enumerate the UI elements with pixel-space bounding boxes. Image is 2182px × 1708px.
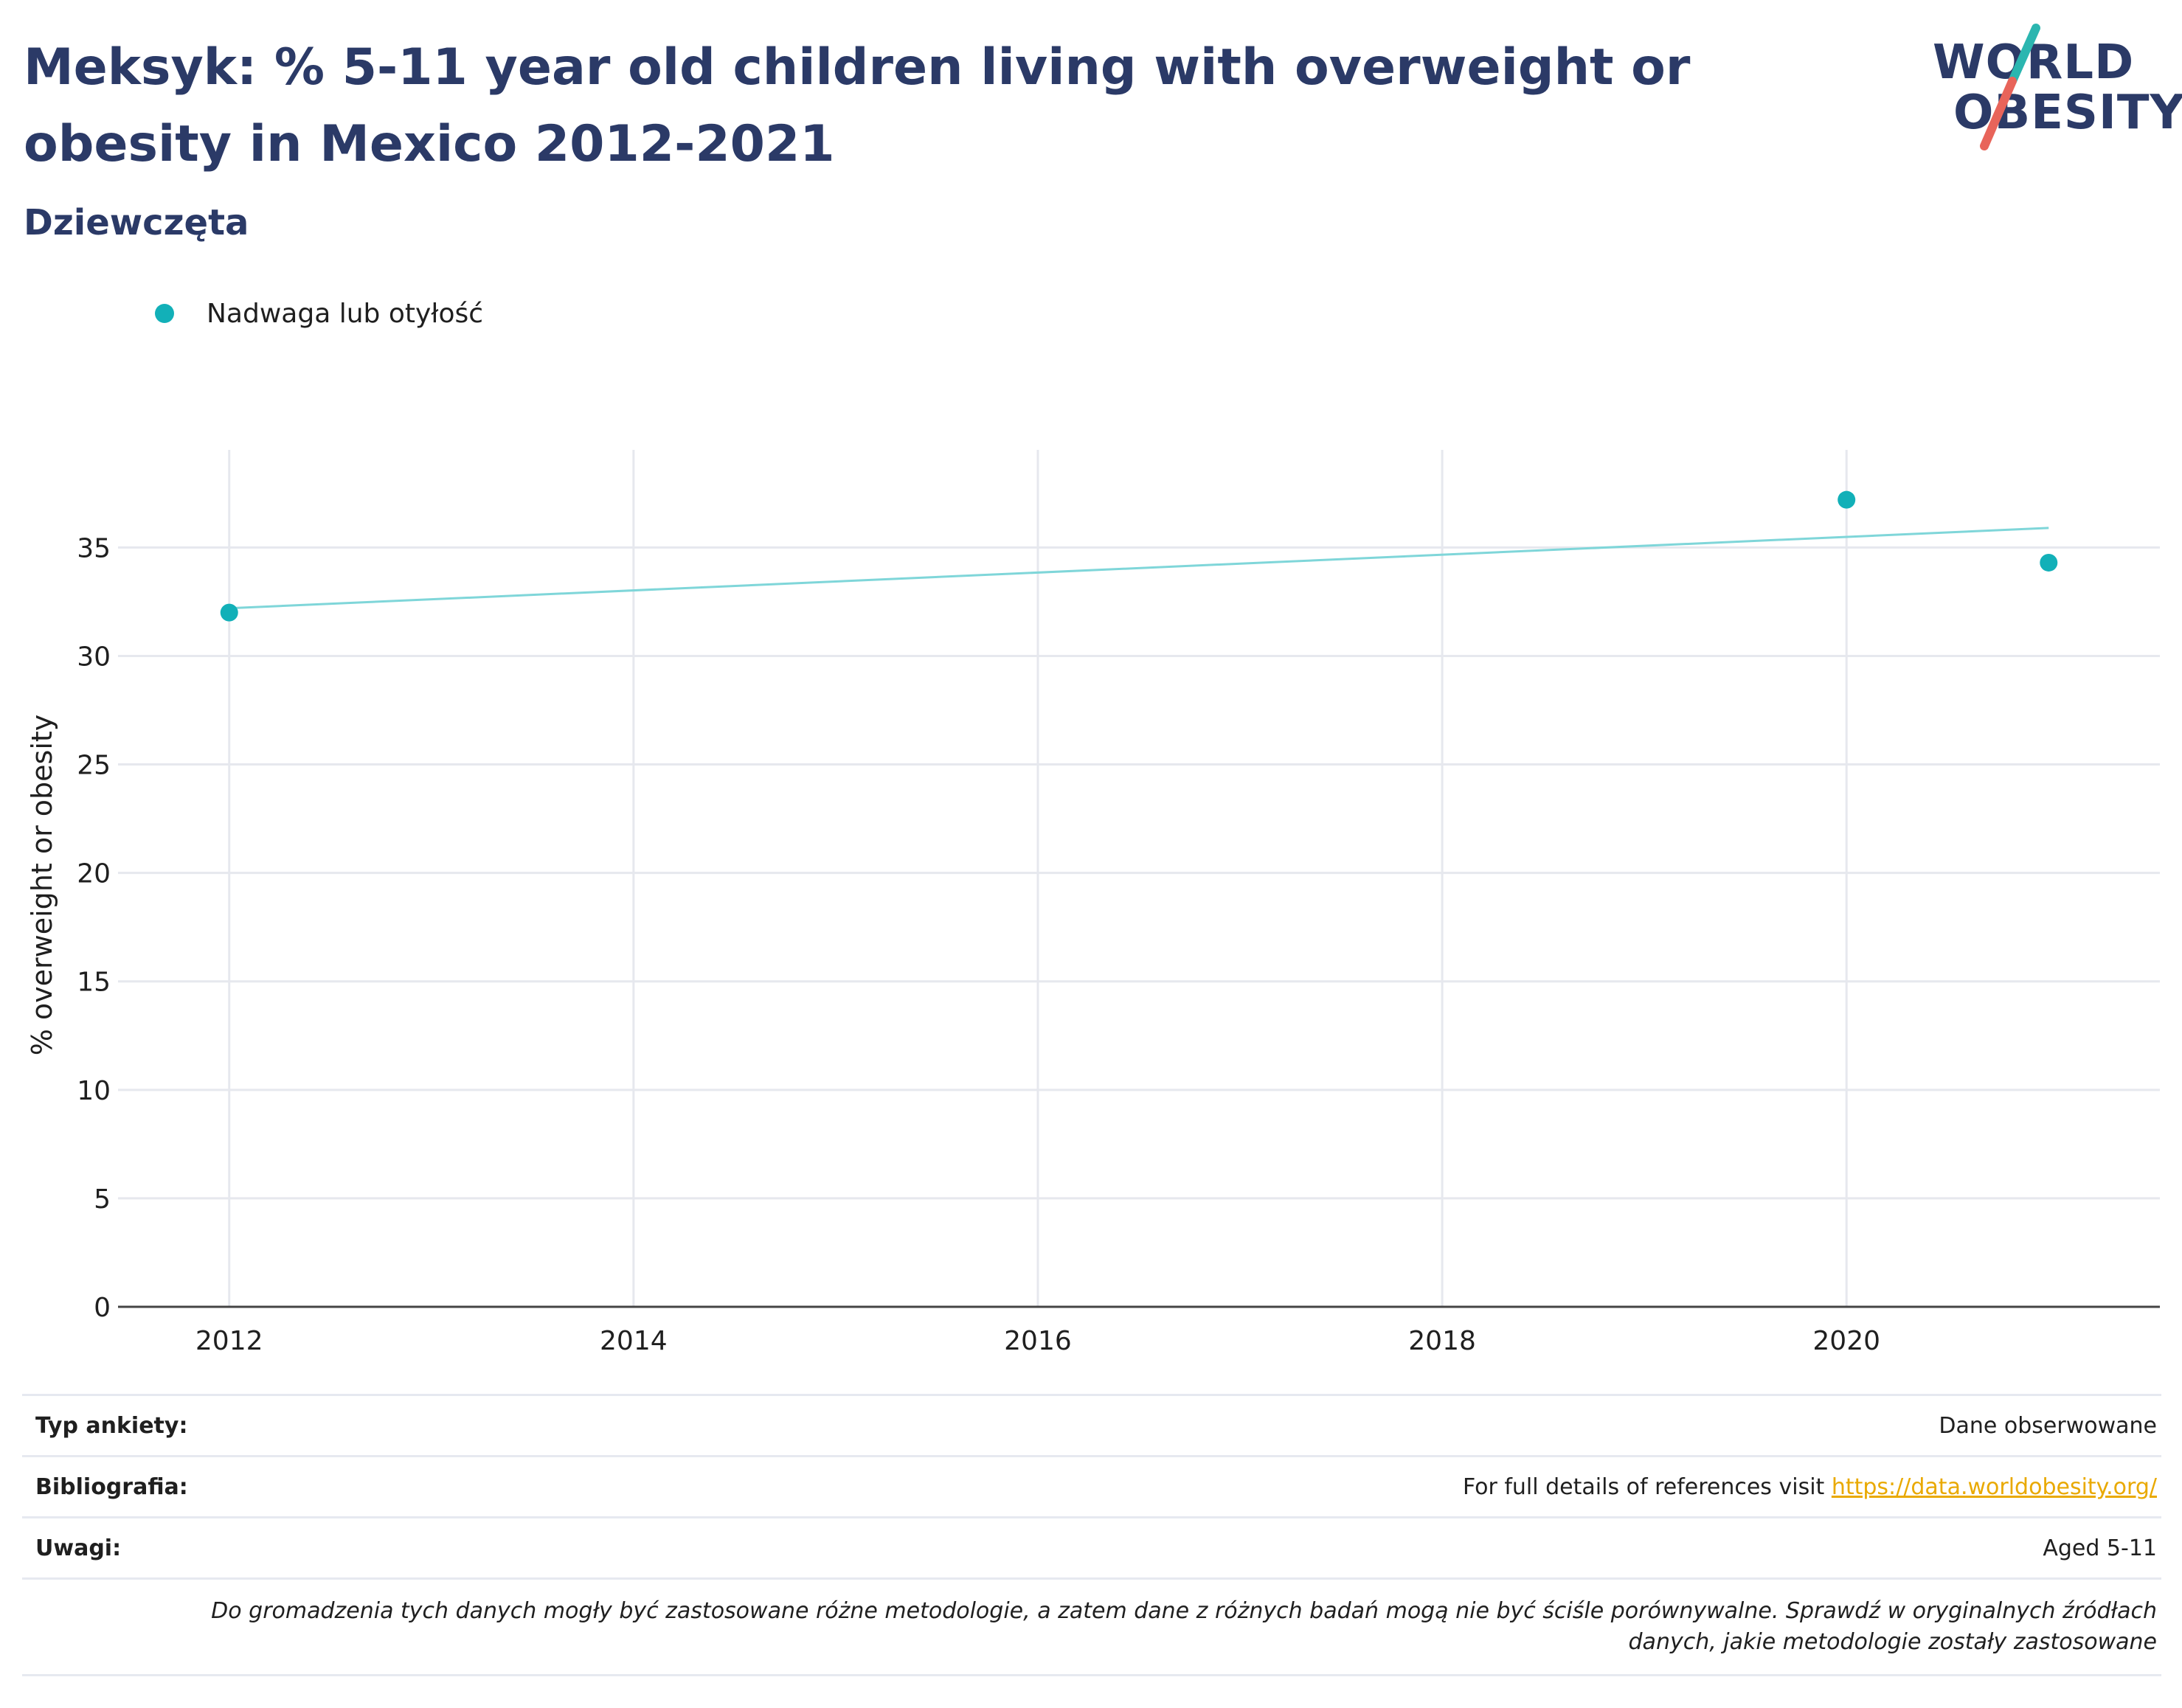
y-tick-label: 20 [77, 859, 111, 889]
y-tick-labels: 0 5 10 15 20 25 30 35 [77, 533, 111, 1323]
logo-slash-icon [1980, 24, 2040, 150]
disclaimer-line-2: danych, jakie metodologie zostały zastos… [1628, 1629, 2157, 1655]
y-tick-label: 35 [77, 533, 111, 563]
y-tick-label: 5 [94, 1184, 111, 1215]
x-tick-labels: 2012 2014 2016 2018 2020 [195, 1326, 1880, 1356]
bibliography-value: For full details of references visit htt… [404, 1455, 2161, 1518]
x-tick-label: 2016 [1004, 1326, 1072, 1356]
notes-label: Uwagi: [22, 1516, 404, 1579]
data-point-2021[interactable] [2040, 553, 2058, 572]
legend[interactable]: Nadwaga lub otyłość [155, 295, 483, 332]
trend-line-group [229, 527, 2049, 610]
x-tick-label: 2012 [195, 1326, 263, 1356]
info-row-bibliography: Bibliografia: For full details of refere… [22, 1455, 2161, 1518]
x-tick-label: 2018 [1408, 1326, 1476, 1356]
chart-subtitle: Dziewczęta [24, 202, 249, 243]
bibliography-text: For full details of references visit [1462, 1473, 1832, 1500]
y-tick-label: 30 [77, 642, 111, 672]
trend-line [229, 527, 2049, 610]
bibliography-label: Bibliografia: [22, 1455, 404, 1518]
logo-slash-bottom [1980, 77, 2017, 150]
survey-type-value: Dane obserwowane [404, 1394, 2161, 1457]
y-tick-label: 10 [77, 1076, 111, 1106]
data-points[interactable] [220, 490, 2058, 622]
y-tick-label: 0 [94, 1293, 111, 1323]
logo-slash-top [2008, 24, 2040, 86]
notes-value: Aged 5-11 [404, 1516, 2161, 1579]
disclaimer-line-1: Do gromadzenia tych danych mogły być zas… [211, 1598, 2157, 1624]
world-obesity-logo: WORLD OBESITY [1925, 22, 2182, 155]
bibliography-link[interactable]: https://data.worldobesity.org/ [1831, 1473, 2157, 1500]
grid-lines [118, 450, 2160, 1307]
scatter-chart[interactable]: 2012 2014 2016 2018 2020 0 5 10 15 20 25 30 35 % ov… [0, 428, 2182, 1372]
y-axis-title: % overweight or obesity [26, 715, 58, 1056]
disclaimer: Do gromadzenia tych danych mogły być zas… [22, 1577, 2161, 1676]
x-tick-label: 2014 [600, 1326, 668, 1356]
info-row-disclaimer: Do gromadzenia tych danych mogły być zas… [22, 1577, 2161, 1676]
info-row-survey-type: Typ ankiety: Dane obserwowane [22, 1394, 2161, 1457]
x-tick-label: 2020 [1812, 1326, 1880, 1356]
data-point-2020[interactable] [1838, 490, 1856, 509]
legend-label: Nadwaga lub otyłość [207, 298, 484, 329]
info-row-notes: Uwagi: Aged 5-11 [22, 1516, 2161, 1579]
data-point-2012[interactable] [220, 603, 238, 622]
chart-title: Meksyk: % 5-11 year old children living … [24, 38, 1691, 173]
y-tick-label: 15 [77, 968, 111, 998]
info-table: Typ ankiety: Dane obserwowane Bibliograf… [22, 1394, 2161, 1676]
legend-marker [155, 304, 174, 323]
y-tick-label: 25 [77, 751, 111, 781]
survey-type-label: Typ ankiety: [22, 1394, 404, 1457]
